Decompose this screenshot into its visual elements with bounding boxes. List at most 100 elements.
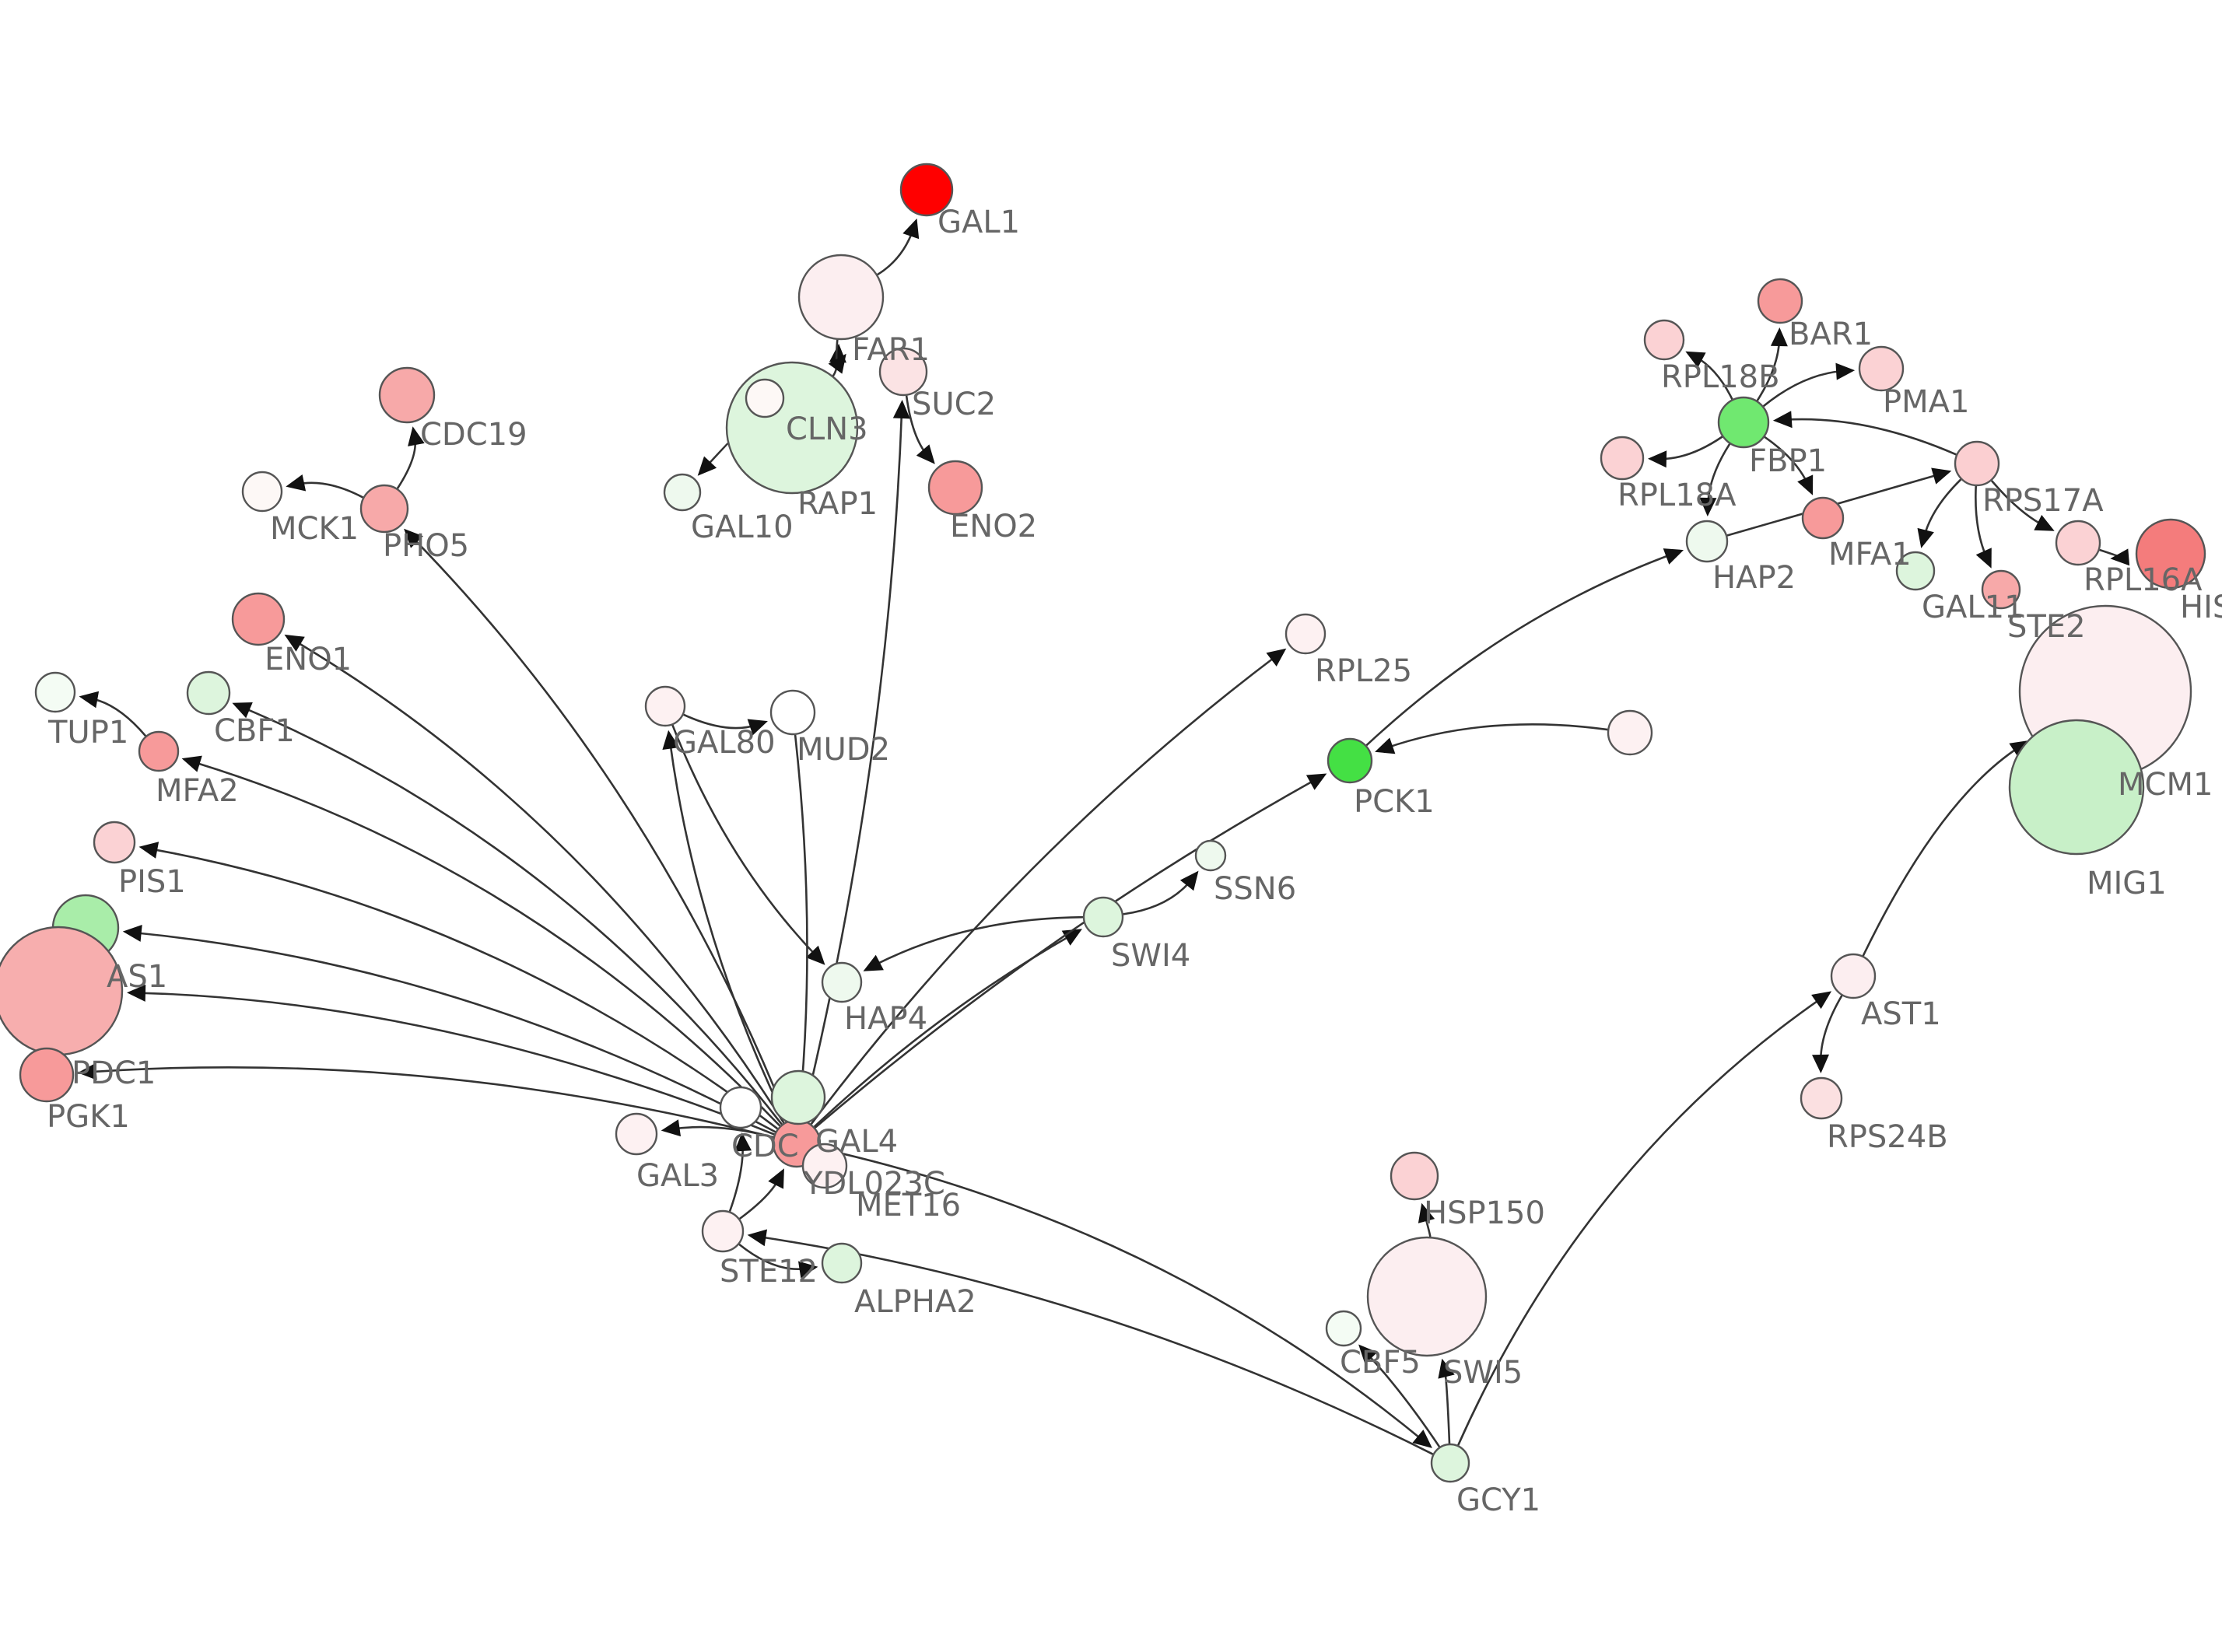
node-cbf1[interactable] bbox=[186, 670, 231, 716]
edge-fbp1-to-rpl18a bbox=[1658, 436, 1723, 460]
node-pcksrc[interactable] bbox=[1607, 709, 1653, 756]
node-pho5[interactable] bbox=[359, 484, 409, 534]
node-label-gal10: GAL10 bbox=[691, 509, 794, 545]
node-fbp1[interactable] bbox=[1717, 396, 1770, 449]
node-label-rpl18b: RPL18B bbox=[1661, 359, 1780, 395]
arrowhead-fbp1-to-rpl18b bbox=[1685, 351, 1706, 368]
node-alpha2[interactable] bbox=[821, 1242, 863, 1284]
node-gal1[interactable] bbox=[899, 163, 954, 217]
node-ast1[interactable] bbox=[1830, 953, 1877, 999]
node-mfa2[interactable] bbox=[138, 730, 180, 772]
edge-gal4-to-pho5 bbox=[410, 535, 789, 1122]
node-pgk1[interactable] bbox=[19, 1047, 75, 1103]
node-label-met16: MET16 bbox=[856, 1188, 961, 1223]
node-label-far1: FAR1 bbox=[852, 332, 930, 368]
node-gal80[interactable] bbox=[644, 685, 686, 727]
node-ste2[interactable] bbox=[1981, 569, 2021, 610]
arrowhead-gal80-to-hap4 bbox=[805, 945, 825, 965]
node-label-cbf5: CBF5 bbox=[1340, 1345, 1421, 1381]
node-label-hsp150: HSP150 bbox=[1424, 1195, 1545, 1231]
node-rpl16a[interactable] bbox=[2055, 520, 2101, 566]
arrowhead-gal4-to-as1 bbox=[122, 925, 142, 942]
edge-gal4-to-gal80 bbox=[668, 740, 787, 1122]
node-rps24b[interactable] bbox=[1800, 1076, 1843, 1120]
node-tup1[interactable] bbox=[34, 671, 76, 713]
node-label-gcy1: GCY1 bbox=[1456, 1482, 1540, 1518]
node-bar1[interactable] bbox=[1757, 278, 1803, 324]
node-cln3[interactable] bbox=[745, 378, 785, 418]
edge-rps17a-to-gal11 bbox=[1922, 478, 1962, 538]
node-label-mck1: MCK1 bbox=[270, 511, 359, 547]
arrowhead-pho5-to-mck1 bbox=[286, 474, 307, 492]
node-hap4[interactable] bbox=[821, 961, 863, 1003]
node-cdc39[interactable] bbox=[719, 1086, 762, 1129]
node-gal10[interactable] bbox=[663, 473, 702, 512]
node-cdc19[interactable] bbox=[378, 366, 436, 424]
node-eno1[interactable] bbox=[231, 592, 286, 646]
node-pdc1[interactable] bbox=[0, 926, 124, 1056]
node-pis1[interactable] bbox=[93, 821, 136, 864]
arrowhead-fbp1-to-pma1 bbox=[1835, 362, 1856, 380]
node-rpl18b[interactable] bbox=[1643, 319, 1685, 361]
node-pck1[interactable] bbox=[1327, 737, 1373, 784]
node-his4[interactable] bbox=[2135, 518, 2206, 590]
arrowhead-gal4-to-gal3 bbox=[661, 1119, 681, 1137]
node-label-gal3: GAL3 bbox=[636, 1158, 719, 1194]
arrowhead-pck1-to-hap2 bbox=[1663, 548, 1684, 565]
arrowhead-fbp1-to-rpl18a bbox=[1648, 450, 1667, 468]
node-label-pma1: PMA1 bbox=[1883, 384, 1969, 420]
node-rpl18a[interactable] bbox=[1600, 436, 1645, 481]
arrowhead-gal4-to-mfa2 bbox=[181, 755, 202, 772]
arrowhead-gal80-to-mud2 bbox=[747, 719, 768, 736]
node-label-gal4: GAL4 bbox=[815, 1124, 898, 1160]
arrowhead-gal4-to-pck1 bbox=[1306, 773, 1327, 790]
node-label-alpha2: ALPHA2 bbox=[854, 1284, 976, 1320]
edge-gal4-to-rpl25 bbox=[810, 654, 1278, 1125]
node-label-rap1: RAP1 bbox=[797, 486, 878, 522]
edge-gal4-to-mfa2 bbox=[191, 760, 781, 1127]
node-mig1[interactable] bbox=[2008, 719, 2145, 856]
edge-swi4-to-ssn6 bbox=[1123, 878, 1193, 915]
node-hsp150[interactable] bbox=[1390, 1151, 1439, 1201]
node-label-ste2: STE2 bbox=[2007, 609, 2086, 645]
node-gal3[interactable] bbox=[615, 1112, 658, 1156]
node-swi5[interactable] bbox=[1366, 1236, 1488, 1357]
node-rpl25[interactable] bbox=[1284, 613, 1327, 655]
arrowhead-gal4-to-pis1 bbox=[138, 842, 159, 859]
node-hap2[interactable] bbox=[1685, 520, 1729, 563]
node-label-cdc39: CDC bbox=[731, 1129, 799, 1164]
node-label-fbp1: FBP1 bbox=[1749, 443, 1827, 479]
node-gcy1[interactable] bbox=[1430, 1443, 1470, 1483]
arrowhead-swi4-to-hap4 bbox=[863, 954, 884, 971]
node-mfa1[interactable] bbox=[1801, 496, 1845, 540]
arrowhead-mfa2-to-tup1 bbox=[79, 691, 100, 709]
node-gal11[interactable] bbox=[1895, 551, 1936, 591]
node-far1[interactable] bbox=[797, 254, 885, 341]
arrowhead-gcy1-to-swi5 bbox=[1438, 1358, 1455, 1379]
node-label-cbf1: CBF1 bbox=[214, 713, 295, 749]
arrowhead-swi5-to-hsp150 bbox=[1418, 1202, 1435, 1223]
node-label-ste12: STE12 bbox=[720, 1254, 818, 1290]
node-ste12[interactable] bbox=[701, 1209, 745, 1253]
node-label-hap4: HAP4 bbox=[844, 1001, 927, 1037]
node-met16[interactable] bbox=[770, 1069, 826, 1125]
arrowhead-rap1-to-gal10 bbox=[697, 456, 717, 476]
node-label-mfa2: MFA2 bbox=[156, 773, 239, 809]
node-ydl023c[interactable] bbox=[801, 1143, 848, 1189]
node-mud2[interactable] bbox=[769, 689, 816, 736]
node-mck1[interactable] bbox=[241, 471, 283, 513]
node-label-pis1: PIS1 bbox=[118, 864, 186, 900]
node-cbf5[interactable] bbox=[1325, 1310, 1362, 1347]
edge-gal4-to-cbf1 bbox=[241, 706, 783, 1125]
node-label-rpl18a: RPL18A bbox=[1617, 478, 1737, 513]
node-pma1[interactable] bbox=[1858, 345, 1905, 392]
node-ssn6[interactable] bbox=[1194, 839, 1227, 872]
arrowhead-fbp1-to-hap2 bbox=[1699, 497, 1717, 516]
arrowhead-rpl16a-to-his4 bbox=[2110, 548, 2130, 566]
edge-gal4-to-pis1 bbox=[149, 847, 779, 1130]
node-rps17a[interactable] bbox=[1954, 440, 2000, 487]
node-swi4[interactable] bbox=[1082, 896, 1124, 938]
node-suc2[interactable] bbox=[878, 347, 928, 397]
node-eno2[interactable] bbox=[927, 460, 983, 516]
